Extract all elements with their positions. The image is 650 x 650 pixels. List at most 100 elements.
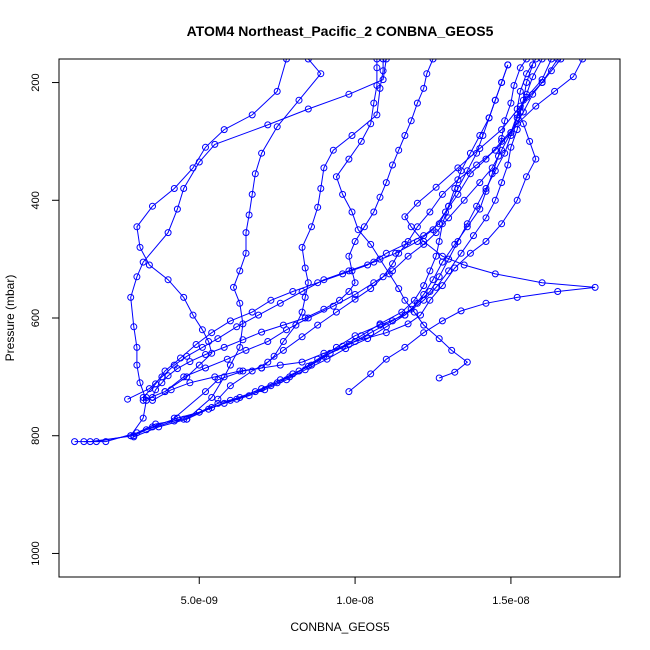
data-point <box>351 279 359 287</box>
data-point <box>279 338 287 345</box>
data-point <box>220 343 228 351</box>
data-point <box>523 173 530 181</box>
x-axis: 5.0e-09 1.0e-08 1.5e-08 <box>181 577 530 607</box>
data-point <box>223 355 231 363</box>
data-point <box>420 238 428 245</box>
data-point <box>389 260 396 268</box>
data-point <box>279 346 287 354</box>
data-point <box>261 386 269 394</box>
data-point <box>454 185 462 192</box>
data-point <box>426 296 434 304</box>
data-point <box>479 132 487 139</box>
data-point <box>208 394 216 401</box>
data-point <box>373 59 381 63</box>
data-point <box>342 345 350 353</box>
x-tick-label-2: 1.5e-08 <box>492 595 529 607</box>
data-point <box>513 196 521 204</box>
data-point <box>504 161 512 169</box>
data-point <box>304 279 312 287</box>
data-point <box>292 321 300 329</box>
data-point <box>382 179 390 187</box>
data-point <box>529 73 537 81</box>
y-axis-label: Pressure (mbar) <box>3 275 17 362</box>
series-4 <box>142 59 540 404</box>
data-point <box>283 376 290 384</box>
data-point <box>554 288 562 295</box>
data-point <box>382 355 390 363</box>
data-point <box>345 388 353 396</box>
data-point <box>301 293 309 301</box>
y-tick-label-2: 600 <box>30 309 42 327</box>
data-point <box>202 143 209 151</box>
data-point <box>145 261 153 269</box>
data-point <box>473 202 481 210</box>
series-line-5 <box>143 59 562 401</box>
series-10 <box>127 59 390 440</box>
data-point <box>220 126 228 134</box>
series-line-12 <box>217 59 552 400</box>
data-point <box>242 229 250 237</box>
data-point <box>432 183 440 191</box>
data-point <box>523 59 530 63</box>
data-point <box>351 338 359 345</box>
data-point <box>523 93 530 101</box>
data-point <box>152 386 160 394</box>
y-tick-label-4: 1000 <box>30 541 42 565</box>
data-point <box>532 155 540 163</box>
data-point <box>264 358 272 366</box>
data-point <box>376 193 384 201</box>
data-point <box>226 382 234 390</box>
data-point <box>136 243 144 251</box>
data-point <box>214 335 222 343</box>
data-point <box>139 258 147 266</box>
data-point <box>270 352 278 360</box>
data-point <box>251 170 259 178</box>
data-point <box>133 361 141 369</box>
data-point <box>276 299 284 307</box>
data-point <box>513 111 521 119</box>
data-point <box>314 203 322 211</box>
data-point <box>183 352 191 360</box>
data-point <box>164 372 172 380</box>
data-point <box>230 283 237 291</box>
data-point <box>189 311 197 319</box>
data-point <box>158 379 166 387</box>
data-point <box>435 335 443 343</box>
data-point <box>236 343 244 351</box>
data-point <box>420 282 428 290</box>
data-point <box>239 320 247 328</box>
data-point <box>451 264 459 272</box>
data-point <box>498 137 506 145</box>
data-point <box>127 293 135 301</box>
data-point <box>301 366 309 374</box>
data-point <box>208 404 216 411</box>
data-point <box>463 220 471 228</box>
data-point <box>370 99 378 107</box>
data-point <box>435 273 443 281</box>
data-point <box>202 364 209 372</box>
data-point <box>429 59 437 63</box>
data-point <box>211 140 219 148</box>
data-point <box>470 232 477 240</box>
data-point <box>351 295 359 303</box>
data-point <box>510 82 518 89</box>
data-point <box>532 102 540 110</box>
data-point <box>336 296 343 304</box>
data-point <box>80 438 88 446</box>
data-point <box>127 432 135 440</box>
data-point <box>242 346 250 354</box>
data-point <box>376 255 384 263</box>
data-point <box>345 252 353 260</box>
data-point <box>360 223 368 231</box>
data-point <box>317 185 325 192</box>
data-point <box>233 395 241 403</box>
data-point <box>579 59 587 63</box>
data-point <box>289 288 297 295</box>
data-point <box>233 323 241 331</box>
data-point <box>133 343 141 351</box>
data-point <box>438 252 446 260</box>
data-point <box>382 59 390 63</box>
data-point <box>304 105 312 113</box>
data-point <box>454 176 462 184</box>
